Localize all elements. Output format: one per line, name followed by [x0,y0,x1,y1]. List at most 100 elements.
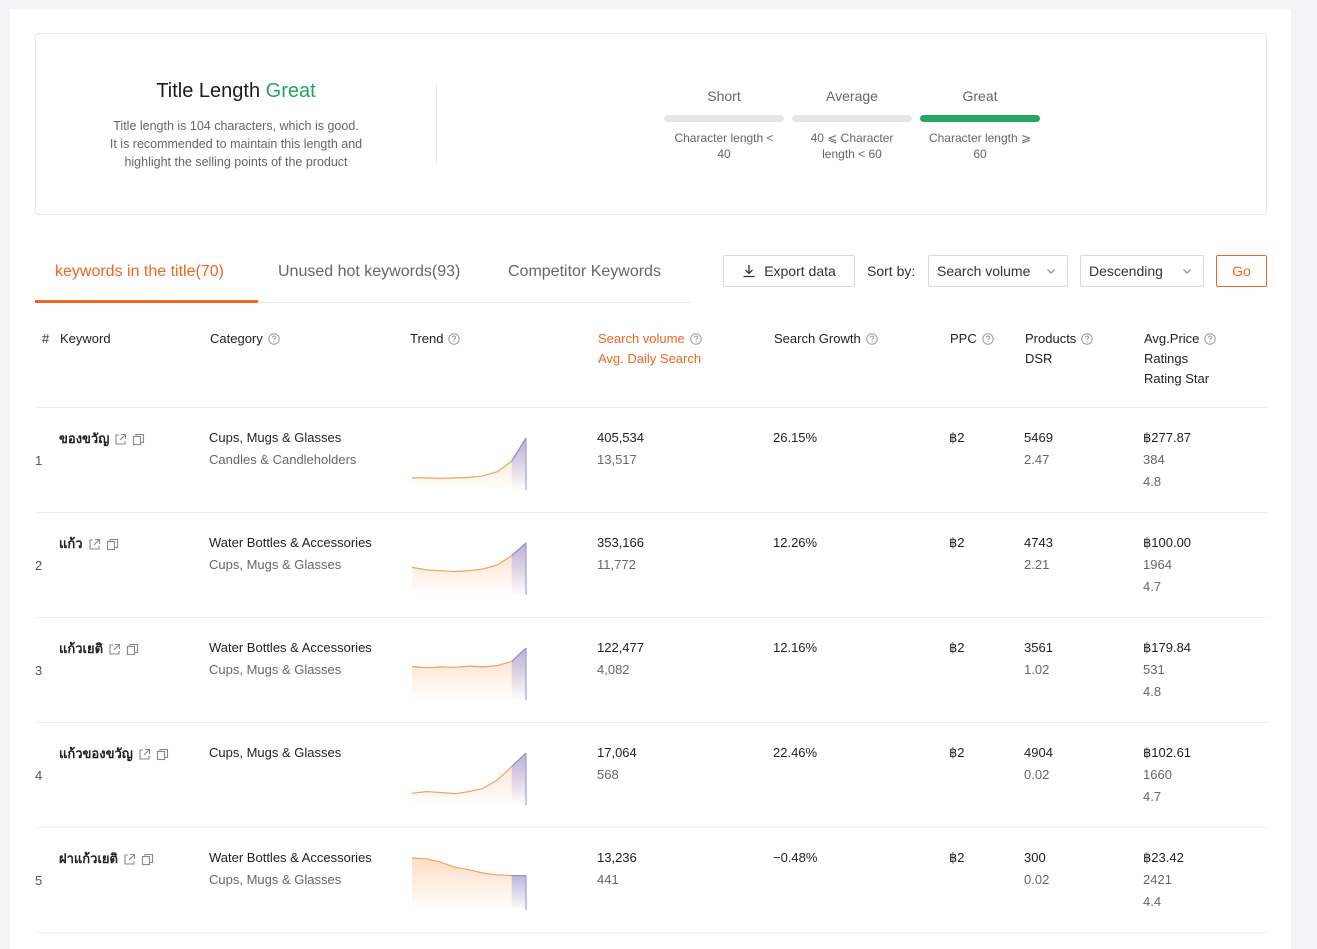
price-cell: ฿100.00 1964 4.7 [1143,532,1191,598]
keyword-tabs: keywords in the title(70) Unused hot key… [35,249,691,303]
copy-icon[interactable] [106,538,119,551]
copy-icon[interactable] [156,748,169,761]
copy-icon[interactable] [132,433,145,446]
category-primary[interactable]: Water Bottles & Accessories [209,850,372,865]
trend-highlight [511,875,526,910]
column-ppc[interactable]: PPC [950,329,994,349]
column-ratings-label: Ratings [1144,351,1189,366]
help-icon[interactable] [866,333,878,345]
active-tab-indicator [35,300,258,303]
tab-competitor-keywords[interactable]: Competitor Keywords [508,263,661,280]
scale-label: Average [826,88,878,104]
trend-line [411,752,527,795]
category-secondary[interactable]: Cups, Mugs & Glasses [209,662,342,677]
category-cell: Water Bottles & Accessories Cups, Mugs & … [209,532,372,576]
table-row[interactable]: 1 ของขวัญ Cups, Mugs & Glasses Candles & Ca… [35,408,1267,513]
trend-area [412,753,526,805]
column-category[interactable]: Category [210,329,280,349]
column-trend[interactable]: Trend [410,329,461,349]
column-search-growth[interactable]: Search Growth [774,329,878,349]
products-cell: 4743 2.21 [1024,532,1053,576]
keyword-text: แก้วเยติ [59,641,104,656]
external-link-icon[interactable] [114,433,127,446]
trend-sparkline [411,857,527,910]
external-link-icon[interactable] [123,853,136,866]
rating-star-value: 4.4 [1143,894,1162,909]
help-icon[interactable] [268,333,280,345]
scale-description: 40 ⩽ Character length < 60 [792,130,912,162]
export-data-button[interactable]: Export data [723,255,855,287]
trend-line-highlight [511,542,527,557]
products-cell: 300 0.02 [1024,847,1049,891]
help-icon[interactable] [448,333,461,345]
divider [436,84,437,164]
sort-field-select[interactable]: Search volume [928,255,1068,287]
description-line: It is recommended to maintain this lengt… [109,137,363,151]
scale-description-line: length < 60 [822,147,882,161]
column-daily-search-label: Avg. Daily Search [598,351,702,366]
table-row[interactable]: 3 แก้วเยติ Water Bottles & Accessories Cups… [35,618,1267,723]
scale-description-line: 60 [973,147,987,161]
trend-area [412,543,526,595]
tab-keywords-in-title[interactable]: keywords in the title(70) [55,263,224,280]
trend-line [411,647,527,669]
copy-icon[interactable] [126,643,139,656]
keyword-cell: แก้วเยติ [59,638,139,660]
ratings-value: 2421 [1143,872,1172,887]
ratings-value: 531 [1143,662,1165,677]
price-cell: ฿23.42 2421 4.4 [1143,847,1184,913]
ratings-value: 1964 [1143,557,1172,572]
search-volume-value: 353,166 [597,535,644,550]
trend-line-highlight [511,647,527,662]
help-icon[interactable] [982,333,994,345]
title-length-summary: Title Length Great Title length is 104 c… [86,34,386,216]
products-cell: 5469 2.47 [1024,427,1053,471]
trend-area [412,438,526,490]
trend-line-highlight [511,437,527,462]
category-primary[interactable]: Cups, Mugs & Glasses [209,430,342,445]
column-trend-label: Trend [410,331,444,346]
copy-icon[interactable] [141,853,154,866]
column-keyword[interactable]: Keyword [60,331,111,346]
sort-order-select[interactable]: Descending [1080,255,1204,287]
category-secondary[interactable]: Cups, Mugs & Glasses [209,872,342,887]
go-button[interactable]: Go [1216,255,1267,287]
scale-description-line: Character length ⩾ [928,131,1032,145]
category-primary[interactable]: Water Bottles & Accessories [209,640,372,655]
download-icon [743,265,755,278]
search-volume-cell: 405,534 13,517 [597,427,644,471]
external-link-icon[interactable] [88,538,101,551]
help-icon[interactable] [1081,333,1094,345]
table-row[interactable]: 2 แก้ว Water Bottles & Accessories Cups, Mu… [35,513,1267,618]
table-row[interactable]: 5 ฝาแก้วเยติ Water Bottles & Accessories Cu… [35,828,1267,933]
trend-sparkline [411,647,527,700]
trend-highlight [511,648,526,700]
search-volume-value: 13,236 [597,850,637,865]
scale-bar [792,115,912,122]
external-link-icon[interactable] [138,748,151,761]
dsr-value: 0.02 [1024,767,1050,782]
tab-unused-hot-keywords[interactable]: Unused hot keywords(93) [278,263,461,280]
help-icon[interactable] [1204,333,1217,345]
products-cell: 4904 0.02 [1024,742,1053,786]
category-primary[interactable]: Water Bottles & Accessories [209,535,372,550]
help-icon[interactable] [690,333,702,345]
search-volume-value: 122,477 [597,640,644,655]
column-products[interactable]: Products DSR [1025,329,1094,369]
rating-star-value: 4.7 [1143,579,1162,594]
table-row[interactable]: 4 แก้วของขวัญ Cups, Mugs & Glasses 17,064 56… [35,723,1267,828]
category-secondary[interactable]: Cups, Mugs & Glasses [209,557,342,572]
dsr-value: 2.47 [1024,452,1050,467]
row-index: 3 [35,663,43,678]
category-primary[interactable]: Cups, Mugs & Glasses [209,745,342,760]
scale-label: Great [962,88,998,104]
category-secondary[interactable]: Candles & Candleholders [209,452,357,467]
external-link-icon[interactable] [108,643,121,656]
column-price[interactable]: Avg.Price Ratings Rating Star [1144,329,1217,389]
trend-highlight [511,753,526,805]
column-search-growth-label: Search Growth [774,331,861,346]
column-search-volume[interactable]: Search volume Avg. Daily Search [598,329,702,369]
trend-line [411,857,526,877]
keyword-text: แก้ว [59,536,83,551]
scale-description-line: 40 ⩽ Character [810,131,894,145]
